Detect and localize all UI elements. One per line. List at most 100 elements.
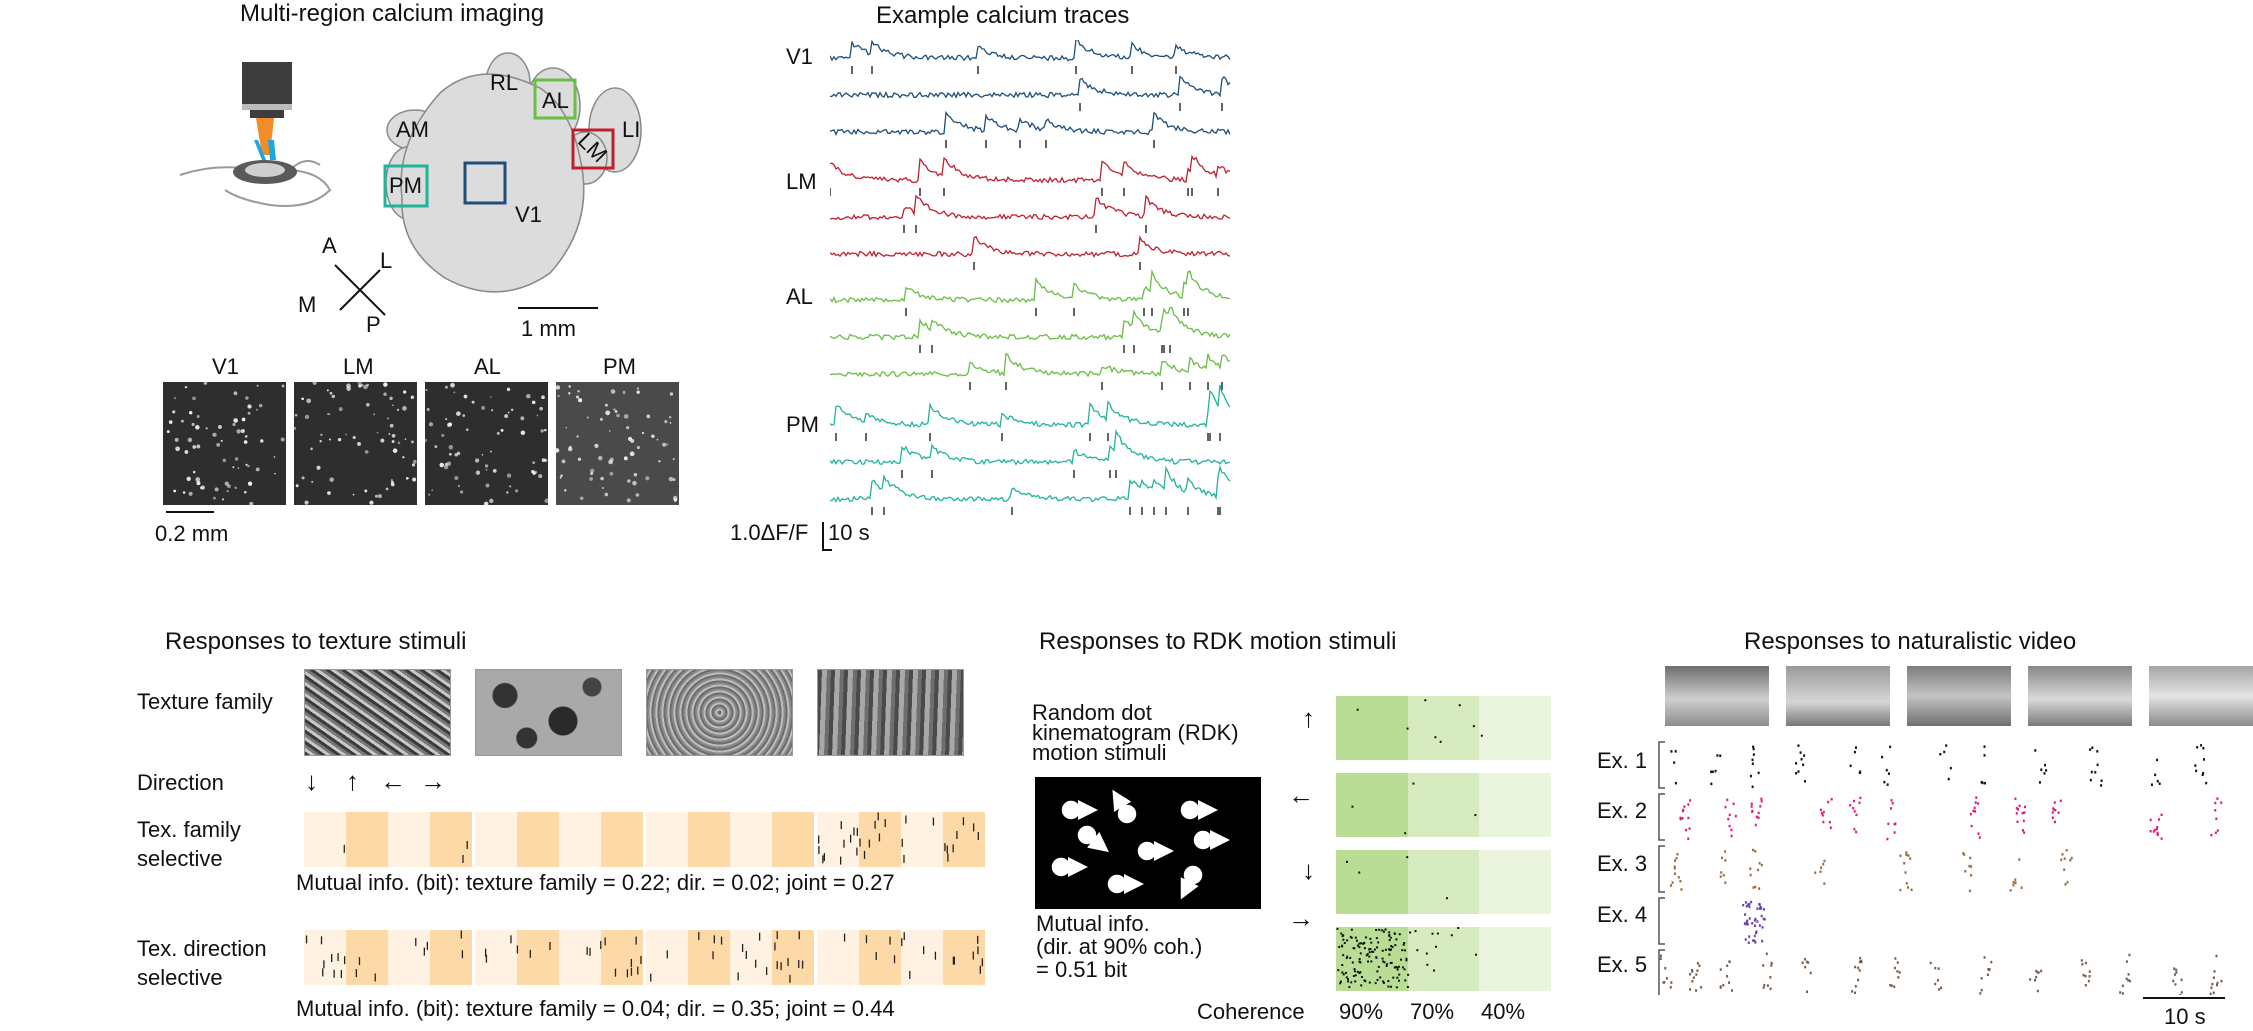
fov-cell <box>304 500 309 505</box>
texture-raster-block <box>475 812 643 867</box>
direction-stripe <box>601 812 643 867</box>
video-spike-dot <box>1753 939 1756 942</box>
video-spike-dot <box>1757 868 1760 872</box>
video-spike-dot <box>2214 801 2217 805</box>
video-spike-dot <box>1752 848 1755 852</box>
video-spike-dot <box>2012 880 2015 884</box>
video-spike-dot <box>1748 905 1751 909</box>
fov-cell <box>564 489 567 492</box>
rdk-spike-dot <box>1341 971 1344 974</box>
video-spike-dot <box>2156 779 2159 783</box>
fov-cell <box>462 414 466 417</box>
direction-stripe <box>346 930 388 985</box>
rdk-spike-dot <box>1358 946 1361 949</box>
rdk-spike-dot <box>1385 964 1388 967</box>
fov-cell <box>301 476 305 480</box>
fov-cell <box>388 433 391 435</box>
fov-cell <box>326 389 329 392</box>
axis-l: L <box>380 248 393 273</box>
video-spike-dot <box>1679 817 1682 821</box>
video-spike-dot <box>1858 771 1861 775</box>
fov-cell <box>221 498 225 501</box>
rdk-spike-dot <box>1474 814 1477 817</box>
video-spike-dot <box>1757 816 1760 820</box>
fov-cell <box>463 394 468 399</box>
rdk-spike-dot <box>1402 943 1405 946</box>
video-spike-dot <box>1940 986 1943 990</box>
video-spike-dot <box>1827 800 1830 804</box>
rdk-spike-dot <box>1343 941 1346 944</box>
video-spike-dot <box>1673 872 1676 875</box>
fov-cell <box>538 474 543 479</box>
coherence-90: 90% <box>1339 999 1384 1024</box>
rdk-spike-dot <box>1356 970 1359 973</box>
video-spike-dot <box>1682 808 1685 812</box>
video-spike-dot <box>2081 963 2084 966</box>
example-bracket <box>1658 793 1665 841</box>
fov-cell <box>404 438 407 440</box>
rdk-spike-dot <box>1404 979 1407 982</box>
fov-cell <box>184 385 188 389</box>
fov-cell <box>220 439 223 442</box>
video-spike-dot <box>2040 768 2043 771</box>
fov-cell <box>294 413 298 417</box>
fov-cell <box>192 445 197 449</box>
direction-stripe <box>304 812 346 867</box>
video-spike-dot <box>1859 796 1862 800</box>
rdk-spike-dot <box>1369 947 1372 950</box>
rdk-spike-dot <box>1382 960 1385 963</box>
fov-cell <box>212 434 215 436</box>
video-spike-dot <box>1820 866 1823 869</box>
fov-cell <box>174 437 179 442</box>
calcium-trace <box>830 269 1231 304</box>
direction-stripe <box>388 812 430 867</box>
video-spike-dot <box>2059 799 2062 803</box>
video-spike-dot <box>1751 758 1754 762</box>
video-spike-dot <box>1687 816 1690 820</box>
video-spike-dot <box>1687 837 1690 841</box>
fov-cell <box>212 432 217 437</box>
video-spike-dot <box>1769 987 1772 990</box>
panel-d-title: Responses to RDK motion stimuli <box>1039 628 1397 655</box>
rdk-spike-dot <box>1358 871 1361 874</box>
video-spike-dot <box>1754 823 1757 827</box>
fov-cell <box>439 462 444 468</box>
fov-cell <box>232 423 236 427</box>
fov-cell <box>218 425 222 429</box>
axis-m: M <box>298 292 317 317</box>
video-spike-dot <box>2211 982 2214 986</box>
calcium-trace <box>830 110 1231 137</box>
video-spike-dot <box>1681 817 1684 820</box>
rdk-spike-dot <box>1480 734 1483 737</box>
fov-cell <box>565 426 568 429</box>
video-spike-dot <box>1759 805 1762 808</box>
video-spike-dot <box>1969 856 1972 860</box>
fov-cell <box>507 411 510 414</box>
rdk-spike-dot <box>1384 948 1387 951</box>
video-spike-dot <box>2179 993 2182 995</box>
fov-label-al: AL <box>474 354 501 379</box>
video-spike-dot <box>1749 867 1752 871</box>
rdk-spike-dot <box>1351 961 1354 964</box>
coherence-segment <box>1479 696 1552 760</box>
rdk-spike-dot <box>1375 928 1378 931</box>
video-spike-dot <box>1858 969 1861 972</box>
fov-cell <box>576 435 579 438</box>
rdk-spike-dot <box>1368 948 1371 951</box>
video-spike-dot <box>1936 979 1939 982</box>
video-spike-dot <box>1979 992 1982 995</box>
video-spike-dot <box>2037 971 2040 974</box>
texture-raster-block <box>475 930 643 985</box>
video-spike-dot <box>1691 980 1694 983</box>
video-spike-dot <box>2063 868 2066 872</box>
fov-cell <box>328 438 331 441</box>
fov-cell <box>599 417 603 421</box>
video-spike-dot <box>1755 930 1758 933</box>
video-spike-dot <box>1757 811 1760 815</box>
video-spike-dot <box>1674 859 1677 862</box>
row-label-direction-selective-2: selective <box>137 965 223 990</box>
rdk-arrow-up: ↑ <box>1302 703 1315 733</box>
rdk-spike-dot <box>1397 965 1400 968</box>
video-spike-dot <box>1760 800 1763 803</box>
video-spike-dot <box>1828 820 1831 824</box>
